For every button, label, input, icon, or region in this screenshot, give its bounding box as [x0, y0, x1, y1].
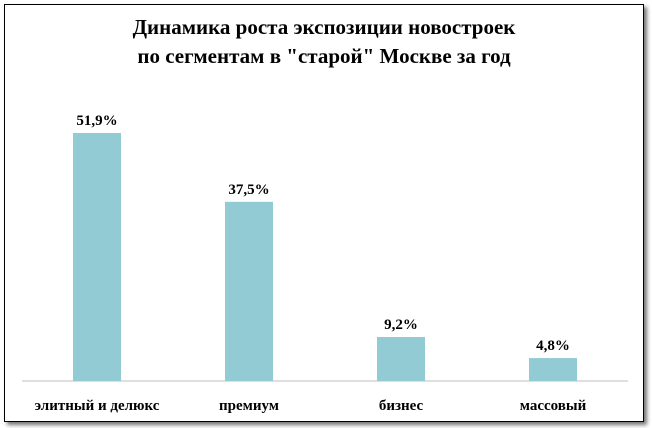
bar-3	[529, 358, 577, 381]
category-label-0: элитный и делюкс	[35, 398, 160, 414]
chart-title-line-2: по сегментам в "старой" Москве за год	[137, 44, 511, 68]
data-label-1: 37,5%	[228, 182, 269, 198]
chart-title-line-1: Динамика роста экспозиции новостроек	[132, 15, 516, 39]
data-label-3: 4,8%	[536, 338, 570, 354]
category-label-2: бизнес	[379, 398, 424, 414]
data-label-0: 51,9%	[76, 113, 117, 129]
chart-title: Динамика роста экспозиции новостроек по …	[5, 13, 643, 71]
bar-2	[377, 337, 425, 381]
data-label-2: 9,2%	[384, 317, 418, 333]
category-label-1: премиум	[219, 398, 279, 414]
bar-1	[225, 201, 273, 381]
bar-0	[73, 133, 121, 381]
category-label-3: массовый	[520, 398, 587, 414]
